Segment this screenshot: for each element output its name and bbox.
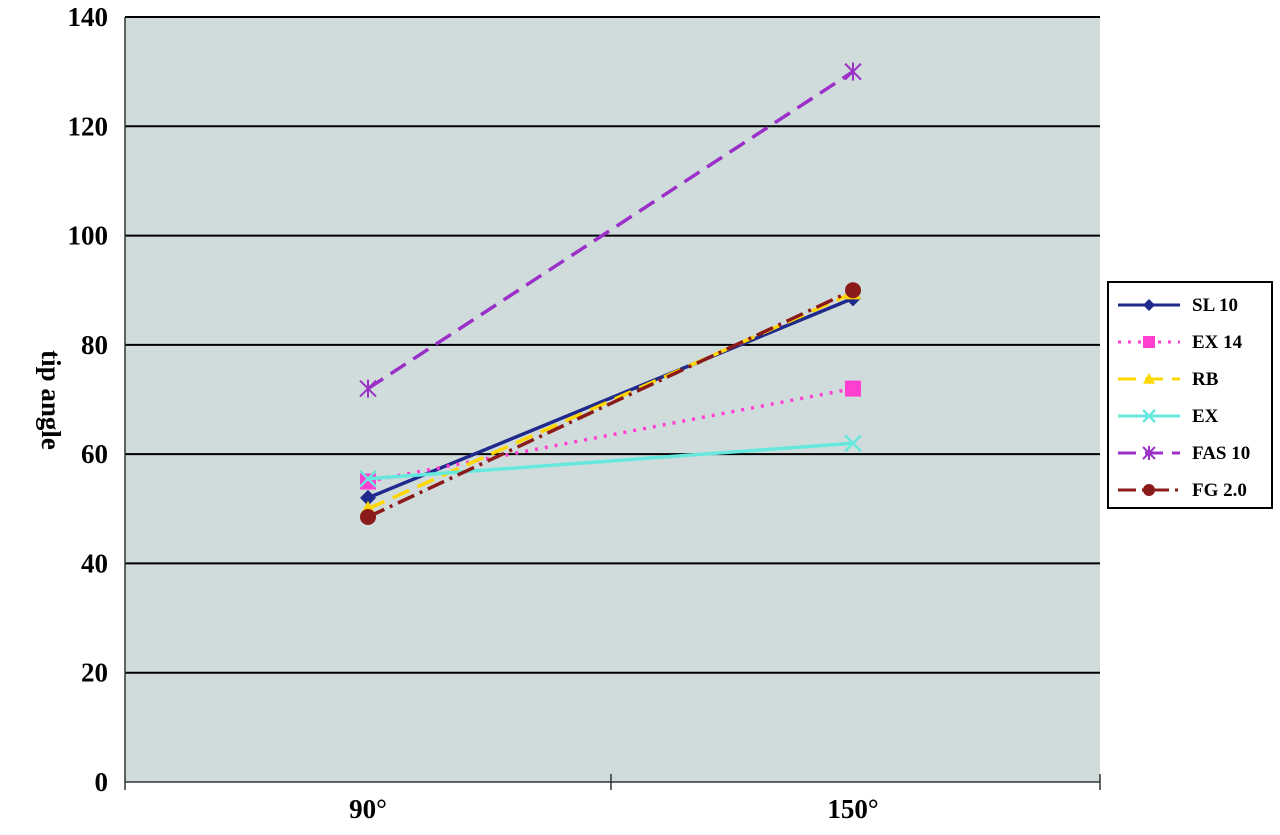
data-point-1-1 xyxy=(845,380,861,397)
legend-label-4: FAS 10 xyxy=(1192,443,1250,464)
series-line-3 xyxy=(367,441,854,481)
legend-label-1: EX 14 xyxy=(1192,332,1243,353)
series-lines xyxy=(359,62,862,525)
legend-marker-5 xyxy=(1143,484,1155,496)
legend-label-0: SL 10 xyxy=(1192,295,1238,316)
legend-label-5: FG 2.0 xyxy=(1192,480,1247,501)
data-point-4-1 xyxy=(844,62,862,81)
y-tick-labels: 0 20 40 60 80 100 120 140 xyxy=(68,2,109,797)
data-point-4-0 xyxy=(359,379,377,398)
axes xyxy=(124,17,1101,790)
y-tick-label-20: 20 xyxy=(81,658,108,688)
y-tick-label-100: 100 xyxy=(68,221,109,251)
legend-marker-2 xyxy=(1143,373,1155,384)
series-line-4 xyxy=(367,70,854,391)
legend-marker-0 xyxy=(1143,299,1155,311)
y-tick-label-120: 120 xyxy=(68,111,109,141)
data-point-0-0 xyxy=(360,489,376,506)
legend-marker-4 xyxy=(1142,446,1156,460)
data-point-1-0 xyxy=(360,473,376,490)
y-tick-label-80: 80 xyxy=(81,330,108,360)
y-tick-label-0: 0 xyxy=(95,767,109,797)
plot-area xyxy=(125,17,1100,782)
y-tick-label-60: 60 xyxy=(81,439,108,469)
legend-marker-3 xyxy=(1142,409,1156,423)
legend-label-2: RB xyxy=(1192,369,1219,390)
data-point-5-1 xyxy=(845,282,861,299)
legend-marker-1 xyxy=(1143,336,1155,348)
y-tick-label-40: 40 xyxy=(81,548,108,578)
y-axis-title: tip angle xyxy=(36,350,66,450)
data-point-3-0 xyxy=(359,469,377,488)
series-line-1 xyxy=(367,386,854,484)
y-tick-label-140: 140 xyxy=(68,2,109,32)
series-4 xyxy=(359,62,862,398)
x-tick-label-0: 90° xyxy=(349,794,387,824)
x-tick-labels: 90° 150° xyxy=(349,794,879,824)
x-tick-label-1: 150° xyxy=(827,794,878,824)
legend: SL 10 EX 14 RB EX FAS 10 FG 2.0 xyxy=(1107,281,1273,509)
data-point-3-1 xyxy=(844,434,862,453)
data-point-5-0 xyxy=(360,508,376,525)
series-3 xyxy=(359,434,862,488)
legend-label-3: EX xyxy=(1192,406,1219,427)
series-5 xyxy=(360,282,861,525)
series-line-5 xyxy=(367,288,854,519)
legend-box xyxy=(1107,281,1273,509)
gridlines xyxy=(125,16,1100,674)
